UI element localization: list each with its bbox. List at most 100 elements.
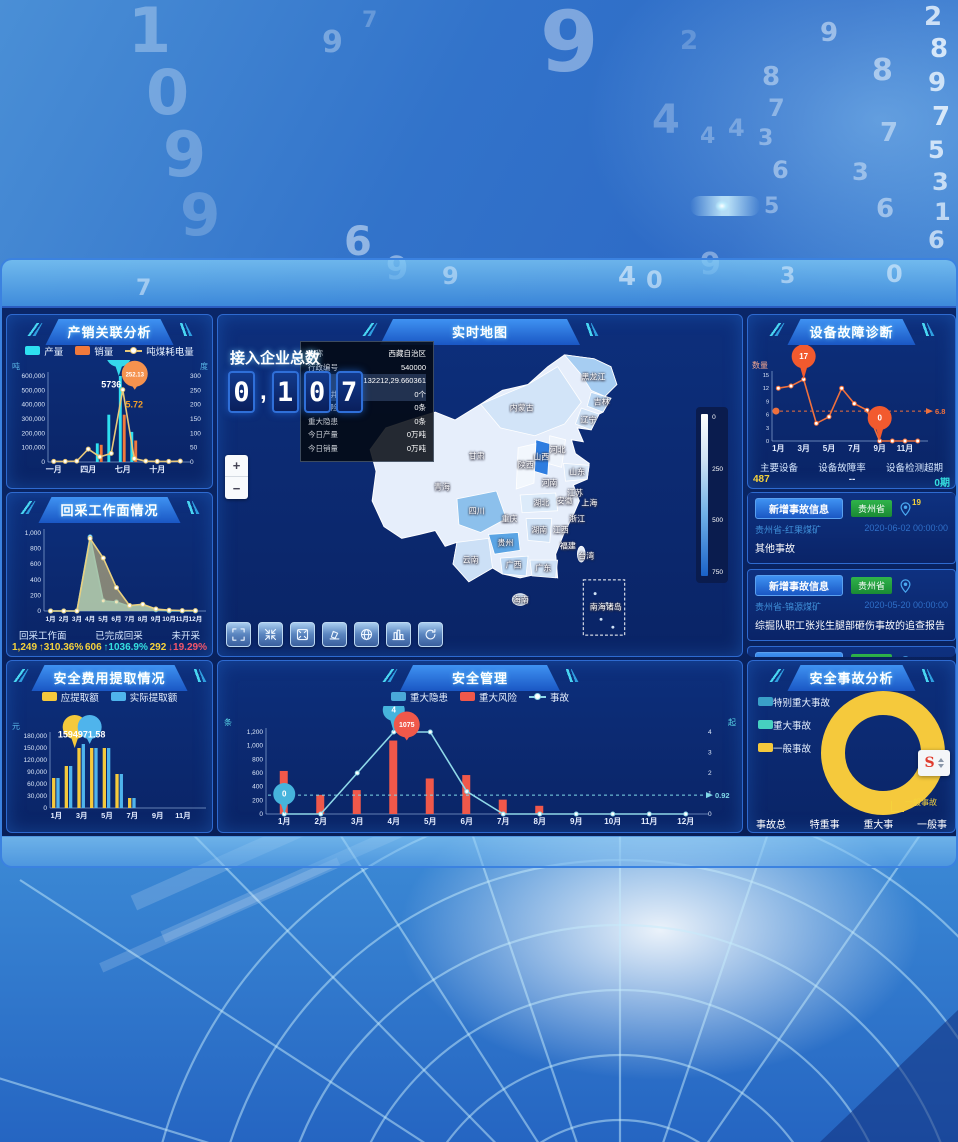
title-decoration xyxy=(918,323,934,336)
label: 一般事 xyxy=(916,820,947,831)
title-decoration xyxy=(190,669,206,682)
svg-text:1075: 1075 xyxy=(399,722,415,729)
legend-item[interactable]: 一般事故 xyxy=(758,741,830,755)
svg-text:7月: 7月 xyxy=(124,615,134,623)
svg-text:1月: 1月 xyxy=(45,615,55,623)
accident-card[interactable]: 新增事故信息 贵州省 xyxy=(747,646,956,657)
legend-item[interactable]: 吨煤耗电量 xyxy=(125,344,194,358)
svg-text:6: 6 xyxy=(765,413,768,419)
svg-text:150,000: 150,000 xyxy=(23,745,47,752)
accident-card[interactable]: 新增事故信息 贵州省 贵州省-锦源煤矿 2020-05-20 00:00:00 综掘队职… xyxy=(747,569,956,641)
safety-management-legend[interactable]: 重大隐患 重大风险 事故 xyxy=(218,689,742,704)
legend-item[interactable]: 应提取额 xyxy=(41,690,99,704)
svg-text:11月: 11月 xyxy=(175,615,188,623)
refresh-icon[interactable] xyxy=(418,622,443,647)
svg-text:300: 300 xyxy=(190,373,201,380)
floating-widget[interactable]: S xyxy=(918,750,950,776)
panel-safety-fee: 安全费用提取情况 应提取额 实际提取额 0 30,000 60,000 90,000 12… xyxy=(6,660,213,833)
title-decoration xyxy=(13,669,29,682)
zoom-in-button[interactable]: + xyxy=(225,455,248,477)
label: 0 xyxy=(712,414,716,421)
svg-text:1月: 1月 xyxy=(278,817,290,826)
zoom-out-button[interactable]: − xyxy=(232,480,241,496)
new-accident-button[interactable]: 新增事故信息 xyxy=(755,498,843,519)
legend-item[interactable]: 重大隐患 xyxy=(390,690,448,704)
label: 500 xyxy=(712,517,723,525)
accident-card[interactable]: 新增事故信息 贵州省 19 贵州省-红果煤矿 2020-06-02 00:00:00 其他… xyxy=(747,492,956,564)
bg-digit: 6 xyxy=(876,194,895,224)
svg-text:吨: 吨 xyxy=(12,361,20,371)
svg-text:8月: 8月 xyxy=(534,817,546,826)
svg-text:10月: 10月 xyxy=(162,615,176,623)
production-sales-legend[interactable]: 产量 销量 吨煤耗电量 xyxy=(7,343,212,358)
widget-arrows-icon xyxy=(937,758,944,768)
bg-digit: 2 xyxy=(924,2,943,32)
stat-value: ↑1036.9% xyxy=(103,642,148,653)
safety-fee-legend[interactable]: 应提取额 实际提取额 xyxy=(7,689,212,704)
title-decoration xyxy=(20,501,36,514)
fullscreen-icon[interactable] xyxy=(226,622,251,647)
svg-text:12月: 12月 xyxy=(188,615,202,623)
label: 已完成回采 xyxy=(95,631,143,642)
legend-label: 一般事故 xyxy=(773,744,812,755)
legend-item[interactable]: 重大风险 xyxy=(459,690,517,704)
counter-digit: 0 xyxy=(303,371,331,413)
bg-digit: 7 xyxy=(880,118,899,148)
panel-title-safety-management: 安全管理 xyxy=(400,665,560,691)
mine-name: 贵州省-锦源煤矿 xyxy=(755,602,821,612)
svg-text:600,000: 600,000 xyxy=(21,373,45,380)
svg-text:2月: 2月 xyxy=(315,817,327,826)
bg-digit: 9 xyxy=(180,181,221,249)
svg-text:800: 800 xyxy=(252,756,263,763)
buildings-icon[interactable] xyxy=(386,622,411,647)
svg-text:150: 150 xyxy=(190,416,201,423)
bg-digit: 6 xyxy=(772,156,789,184)
enterprise-counter-label: 接入企业总数 xyxy=(230,350,321,367)
svg-text:60,000: 60,000 xyxy=(27,781,47,788)
legend-item[interactable]: 事故 xyxy=(529,690,569,704)
svg-text:条: 条 xyxy=(224,717,232,727)
svg-text:2: 2 xyxy=(708,770,712,777)
bg-digit: 7 xyxy=(362,8,378,33)
legend-item[interactable]: 产量 xyxy=(25,344,63,358)
svg-text:12月: 12月 xyxy=(677,817,694,826)
expand-icon[interactable] xyxy=(290,622,315,647)
label: 设备故障率 xyxy=(818,463,866,474)
new-accident-button[interactable]: 新增事故信息 xyxy=(755,652,843,657)
collapse-icon[interactable] xyxy=(258,622,283,647)
legend-swatch xyxy=(41,692,57,701)
bg-digit: 7 xyxy=(932,102,951,132)
legend-item[interactable]: 重大事故 xyxy=(758,718,830,732)
legend-item[interactable]: 特别重大事故 xyxy=(758,695,830,709)
stat-value: 292 xyxy=(149,642,167,653)
svg-text:100,000: 100,000 xyxy=(21,445,45,452)
bg-digit: 1 xyxy=(128,0,172,67)
title-decoration xyxy=(582,323,599,336)
color-scale-gradient xyxy=(701,414,709,576)
mine-name: 贵州省-红果煤矿 xyxy=(755,525,821,535)
svg-text:300,000: 300,000 xyxy=(21,416,45,423)
svg-text:1月: 1月 xyxy=(50,811,62,820)
new-accident-button[interactable]: 新增事故信息 xyxy=(755,575,843,596)
bg-digit: 8 xyxy=(762,62,781,92)
svg-text:0: 0 xyxy=(877,414,882,423)
svg-text:3月: 3月 xyxy=(351,817,363,826)
legend-item[interactable]: 销量 xyxy=(75,344,113,358)
svg-text:七月: 七月 xyxy=(114,464,130,474)
mining-face-stat-labels: 回采工作面 已完成回采 未开采 xyxy=(7,628,212,642)
bg-digit: 9 xyxy=(540,0,599,91)
svg-text:6月: 6月 xyxy=(111,615,121,623)
stat-value: ↑310.36% xyxy=(38,642,84,653)
bg-digit: 4 xyxy=(652,97,680,143)
svg-text:4月: 4月 xyxy=(388,817,400,826)
svg-text:4: 4 xyxy=(392,706,397,715)
legend-item[interactable]: 实际提取额 xyxy=(110,690,177,704)
svg-text:12: 12 xyxy=(762,386,768,392)
svg-text:3月: 3月 xyxy=(75,811,87,820)
svg-text:3: 3 xyxy=(765,426,768,432)
accident-analysis-legend[interactable]: 特别重大事故 重大事故一般事故 xyxy=(758,695,830,755)
annotate-icon[interactable] xyxy=(322,622,347,647)
svg-text:8月: 8月 xyxy=(137,615,147,623)
legend-swatch xyxy=(110,692,126,701)
globe-icon[interactable] xyxy=(354,622,379,647)
